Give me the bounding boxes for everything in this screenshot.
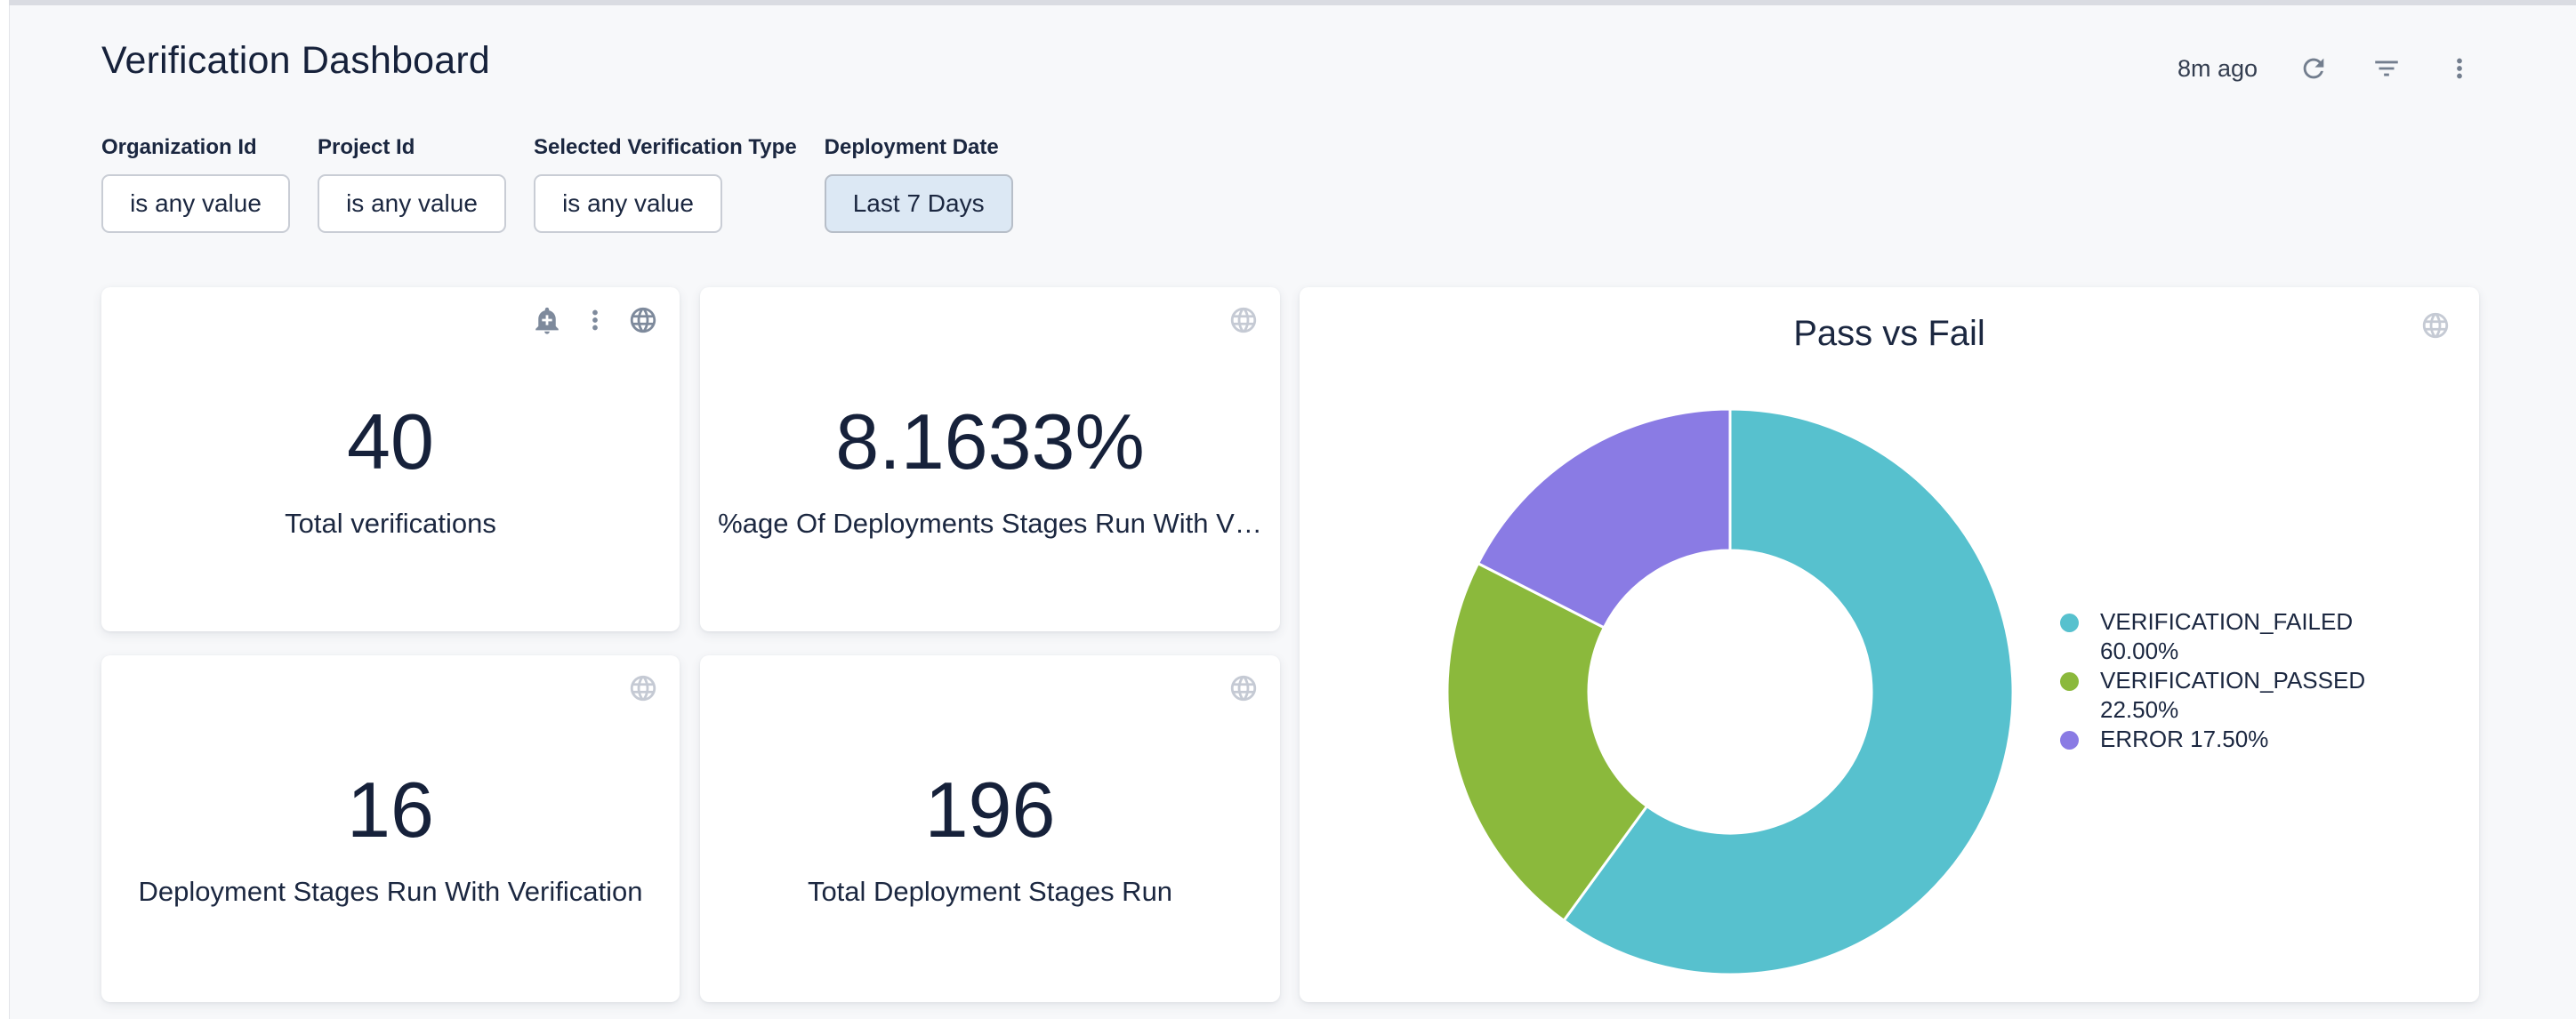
refresh-button[interactable]: [2297, 52, 2330, 85]
legend-label: VERIFICATION_FAILED: [2100, 608, 2353, 635]
filter-bar: Organization Id is any value Project Id …: [101, 135, 1013, 233]
kebab-menu-icon: [2444, 53, 2475, 84]
tile-value: 40: [101, 397, 680, 486]
filter-chip-selected-verification-type[interactable]: is any value: [534, 174, 722, 233]
tile-alert-button[interactable]: [530, 303, 564, 337]
legend-label: VERIFICATION_PASSED: [2100, 667, 2365, 694]
legend-swatch: [2060, 614, 2079, 632]
filter-deployment-date: Deployment Date Last 7 Days: [825, 135, 1013, 233]
legend-item-error[interactable]: ERROR 17.50%: [2060, 725, 2443, 754]
tile-label: Total Deployment Stages Run: [700, 874, 1280, 910]
tile-timezone-indicator: [626, 303, 660, 337]
legend-percentage: 22.50%: [2100, 696, 2178, 723]
legend-item-verification-failed[interactable]: VERIFICATION_FAILED 60.00%: [2060, 607, 2443, 666]
globe-icon: [2420, 310, 2451, 341]
legend-percentage: 60.00%: [2100, 638, 2178, 664]
tile-total-verifications: 40 Total verifications: [101, 287, 680, 631]
globe-icon: [628, 673, 658, 703]
filter-chip-project-id[interactable]: is any value: [318, 174, 506, 233]
pass-vs-fail-chart-card: Pass vs Fail VERIFICATION_FAILED 60.00% …: [1300, 287, 2479, 1002]
tile-pct-deployment-stages-with-verification: 8.1633% %age Of Deployments Stages Run W…: [700, 287, 1280, 631]
donut-chart[interactable]: [1428, 389, 2033, 994]
refresh-icon: [2298, 53, 2329, 84]
tile-menu-button[interactable]: [578, 303, 612, 337]
legend-percentage: 17.50%: [2190, 726, 2268, 752]
chart-legend: VERIFICATION_FAILED 60.00% VERIFICATION_…: [2060, 607, 2443, 754]
tile-timezone-indicator: [1227, 671, 1260, 705]
tile-label: %age Of Deployments Stages Run With V…: [700, 506, 1280, 542]
filter-label: Deployment Date: [825, 135, 999, 160]
legend-swatch: [2060, 731, 2079, 750]
dashboard-pane: Verification Dashboard 8m ago Organizati…: [9, 5, 2576, 1019]
tile-value: 8.1633%: [700, 397, 1280, 486]
globe-icon: [1228, 673, 1259, 703]
globe-icon: [628, 305, 658, 335]
tile-timezone-indicator: [1227, 303, 1260, 337]
header-actions: 8m ago: [2178, 52, 2476, 85]
last-refresh-timestamp: 8m ago: [2178, 55, 2258, 83]
legend-swatch: [2060, 672, 2079, 691]
tile-label: Total verifications: [101, 506, 680, 542]
filter-project-id: Project Id is any value: [318, 135, 506, 233]
filter-chip-organization-id[interactable]: is any value: [101, 174, 290, 233]
filter-label: Selected Verification Type: [534, 135, 797, 160]
legend-item-verification-passed[interactable]: VERIFICATION_PASSED 22.50%: [2060, 666, 2443, 725]
tile-timezone-indicator: [2419, 309, 2452, 342]
chart-title: Pass vs Fail: [1300, 314, 2479, 354]
filter-label: Project Id: [318, 135, 415, 160]
dashboard-actions-menu-button[interactable]: [2443, 52, 2476, 85]
dashboard-filters-toggle-button[interactable]: [2370, 52, 2403, 85]
filter-icon: [2371, 53, 2402, 84]
tile-deployment-stages-run-with-verification: 16 Deployment Stages Run With Verificati…: [101, 655, 680, 1002]
kebab-menu-icon: [580, 305, 610, 335]
filter-label: Organization Id: [101, 135, 257, 160]
tile-value: 16: [101, 766, 680, 855]
filter-chip-deployment-date[interactable]: Last 7 Days: [825, 174, 1013, 233]
legend-label: ERROR: [2100, 726, 2184, 752]
tile-timezone-indicator: [626, 671, 660, 705]
tile-total-deployment-stages-run: 196 Total Deployment Stages Run: [700, 655, 1280, 1002]
globe-icon: [1228, 305, 1259, 335]
filter-organization-id: Organization Id is any value: [101, 135, 290, 233]
tile-value: 196: [700, 766, 1280, 855]
bell-plus-icon: [532, 305, 562, 335]
page-title: Verification Dashboard: [101, 39, 490, 83]
tile-label: Deployment Stages Run With Verification: [101, 874, 680, 910]
filter-selected-verification-type: Selected Verification Type is any value: [534, 135, 797, 233]
